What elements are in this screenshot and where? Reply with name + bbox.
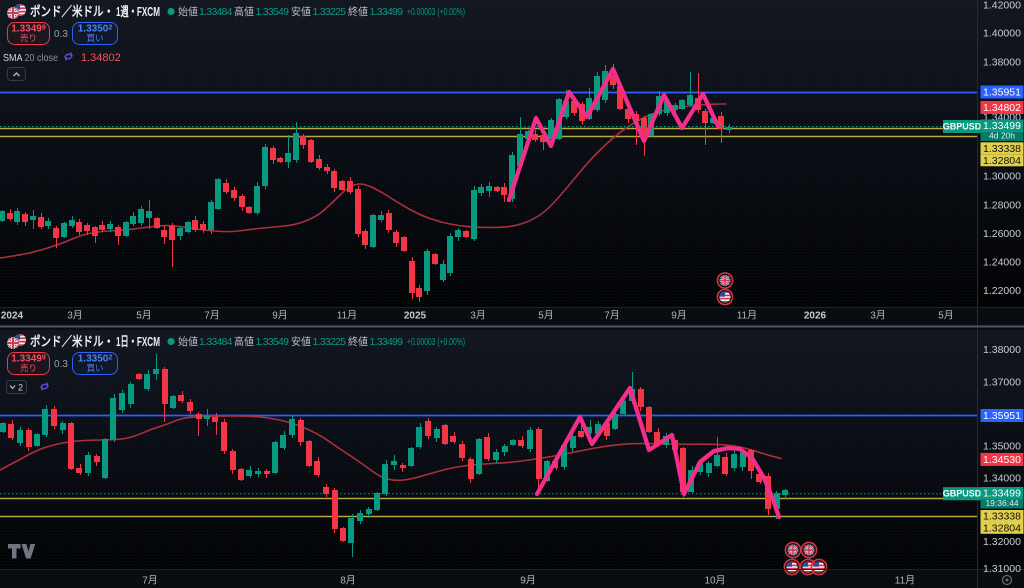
svg-text:1.28000: 1.28000 xyxy=(983,199,1021,211)
svg-text:1.37000: 1.37000 xyxy=(983,376,1021,388)
svg-text:1.32804: 1.32804 xyxy=(983,522,1021,534)
svg-text:1.33484: 1.33484 xyxy=(199,336,233,348)
svg-text:0.3: 0.3 xyxy=(54,359,68,370)
svg-text:GBPUSD: GBPUSD xyxy=(943,122,982,132)
svg-text:11月: 11月 xyxy=(737,310,757,322)
svg-text:5月: 5月 xyxy=(538,310,554,322)
svg-text:1.33225: 1.33225 xyxy=(313,6,347,18)
svg-text:1.31000: 1.31000 xyxy=(983,563,1021,575)
svg-text:+0.00003 (+0.00%): +0.00003 (+0.00%) xyxy=(407,6,465,18)
svg-text:1.34802: 1.34802 xyxy=(81,52,121,64)
svg-text:2025: 2025 xyxy=(404,311,427,322)
svg-text:安値: 安値 xyxy=(291,335,311,348)
svg-text:2024: 2024 xyxy=(1,311,24,322)
svg-text:1.22000: 1.22000 xyxy=(983,285,1021,297)
svg-text:1日・FXCM: 1日・FXCM xyxy=(116,334,160,349)
svg-text:終値: 終値 xyxy=(348,335,368,348)
svg-text:ポンド／米ドル・: ポンド／米ドル・ xyxy=(30,4,114,19)
svg-text:1.33225: 1.33225 xyxy=(313,336,347,348)
svg-text:1.40000: 1.40000 xyxy=(983,28,1021,40)
svg-text:始値: 始値 xyxy=(178,5,198,18)
svg-text:1.33549: 1.33549 xyxy=(256,6,290,18)
svg-text:5月: 5月 xyxy=(938,310,954,322)
svg-text:5月: 5月 xyxy=(136,310,152,322)
svg-text:1.33484: 1.33484 xyxy=(199,6,233,18)
svg-text:始値: 始値 xyxy=(178,335,198,348)
svg-text:11月: 11月 xyxy=(895,575,915,587)
svg-text:1.35951: 1.35951 xyxy=(983,410,1021,422)
svg-text:1.42000: 1.42000 xyxy=(983,0,1021,12)
svg-text:ポンド／米ドル・: ポンド／米ドル・ xyxy=(30,334,114,349)
svg-text:7月: 7月 xyxy=(204,310,220,322)
svg-text:1.34530: 1.34530 xyxy=(983,454,1021,466)
svg-text:1.33499: 1.33499 xyxy=(370,6,404,18)
svg-text:1.33499: 1.33499 xyxy=(983,488,1021,500)
svg-text:3月: 3月 xyxy=(870,310,886,322)
svg-text:1.32804: 1.32804 xyxy=(983,155,1021,167)
svg-text:1.38000: 1.38000 xyxy=(983,344,1021,356)
svg-text:1.33502: 1.33502 xyxy=(78,24,113,35)
svg-text:安値: 安値 xyxy=(291,5,311,18)
svg-text:1.33499: 1.33499 xyxy=(11,24,46,35)
svg-text:1.33499: 1.33499 xyxy=(11,354,46,365)
svg-text:9月: 9月 xyxy=(272,310,288,322)
svg-text:1週・FXCM: 1週・FXCM xyxy=(116,4,160,19)
svg-text:1.26000: 1.26000 xyxy=(983,228,1021,240)
svg-text:1.35000: 1.35000 xyxy=(983,441,1021,453)
svg-text:7月: 7月 xyxy=(142,575,158,587)
svg-text:売り: 売り xyxy=(20,363,37,373)
svg-text:8月: 8月 xyxy=(340,575,356,587)
svg-text:11月: 11月 xyxy=(337,310,357,322)
svg-text:9月: 9月 xyxy=(520,575,536,587)
svg-text:1.38000: 1.38000 xyxy=(983,56,1021,68)
svg-text:1.33499: 1.33499 xyxy=(370,336,404,348)
svg-text:+0.00003 (+0.00%): +0.00003 (+0.00%) xyxy=(407,336,465,348)
svg-text:1.24000: 1.24000 xyxy=(983,257,1021,269)
svg-text:3月: 3月 xyxy=(470,310,486,322)
svg-text:1.33499: 1.33499 xyxy=(983,120,1021,132)
svg-text:0.3: 0.3 xyxy=(54,29,68,40)
svg-text:4d 20h: 4d 20h xyxy=(989,131,1015,141)
svg-text:2: 2 xyxy=(18,383,23,393)
svg-text:SMA 20 close: SMA 20 close xyxy=(3,52,58,64)
svg-text:高値: 高値 xyxy=(234,335,254,348)
svg-text:買い: 買い xyxy=(87,33,104,43)
svg-text:GBPUSD: GBPUSD xyxy=(943,489,982,499)
svg-text:1.33338: 1.33338 xyxy=(983,511,1021,523)
svg-text:10月: 10月 xyxy=(704,575,725,587)
svg-text:1.33502: 1.33502 xyxy=(78,354,113,365)
svg-text:1.33338: 1.33338 xyxy=(983,143,1021,155)
svg-text:2026: 2026 xyxy=(804,311,827,322)
svg-text:終値: 終値 xyxy=(348,5,368,18)
svg-text:高値: 高値 xyxy=(234,5,254,18)
svg-text:1.35951: 1.35951 xyxy=(983,87,1021,99)
svg-text:1.30000: 1.30000 xyxy=(983,171,1021,183)
svg-text:3月: 3月 xyxy=(67,310,83,322)
svg-text:1.33549: 1.33549 xyxy=(256,336,290,348)
svg-text:9月: 9月 xyxy=(671,310,687,322)
svg-text:1.32000: 1.32000 xyxy=(983,536,1021,548)
svg-text:19:36:44: 19:36:44 xyxy=(985,498,1018,508)
svg-text:売り: 売り xyxy=(20,33,37,43)
svg-text:1.34802: 1.34802 xyxy=(983,102,1021,114)
svg-text:7月: 7月 xyxy=(604,310,620,322)
svg-text:買い: 買い xyxy=(87,363,104,373)
svg-text:1.34000: 1.34000 xyxy=(983,473,1021,485)
